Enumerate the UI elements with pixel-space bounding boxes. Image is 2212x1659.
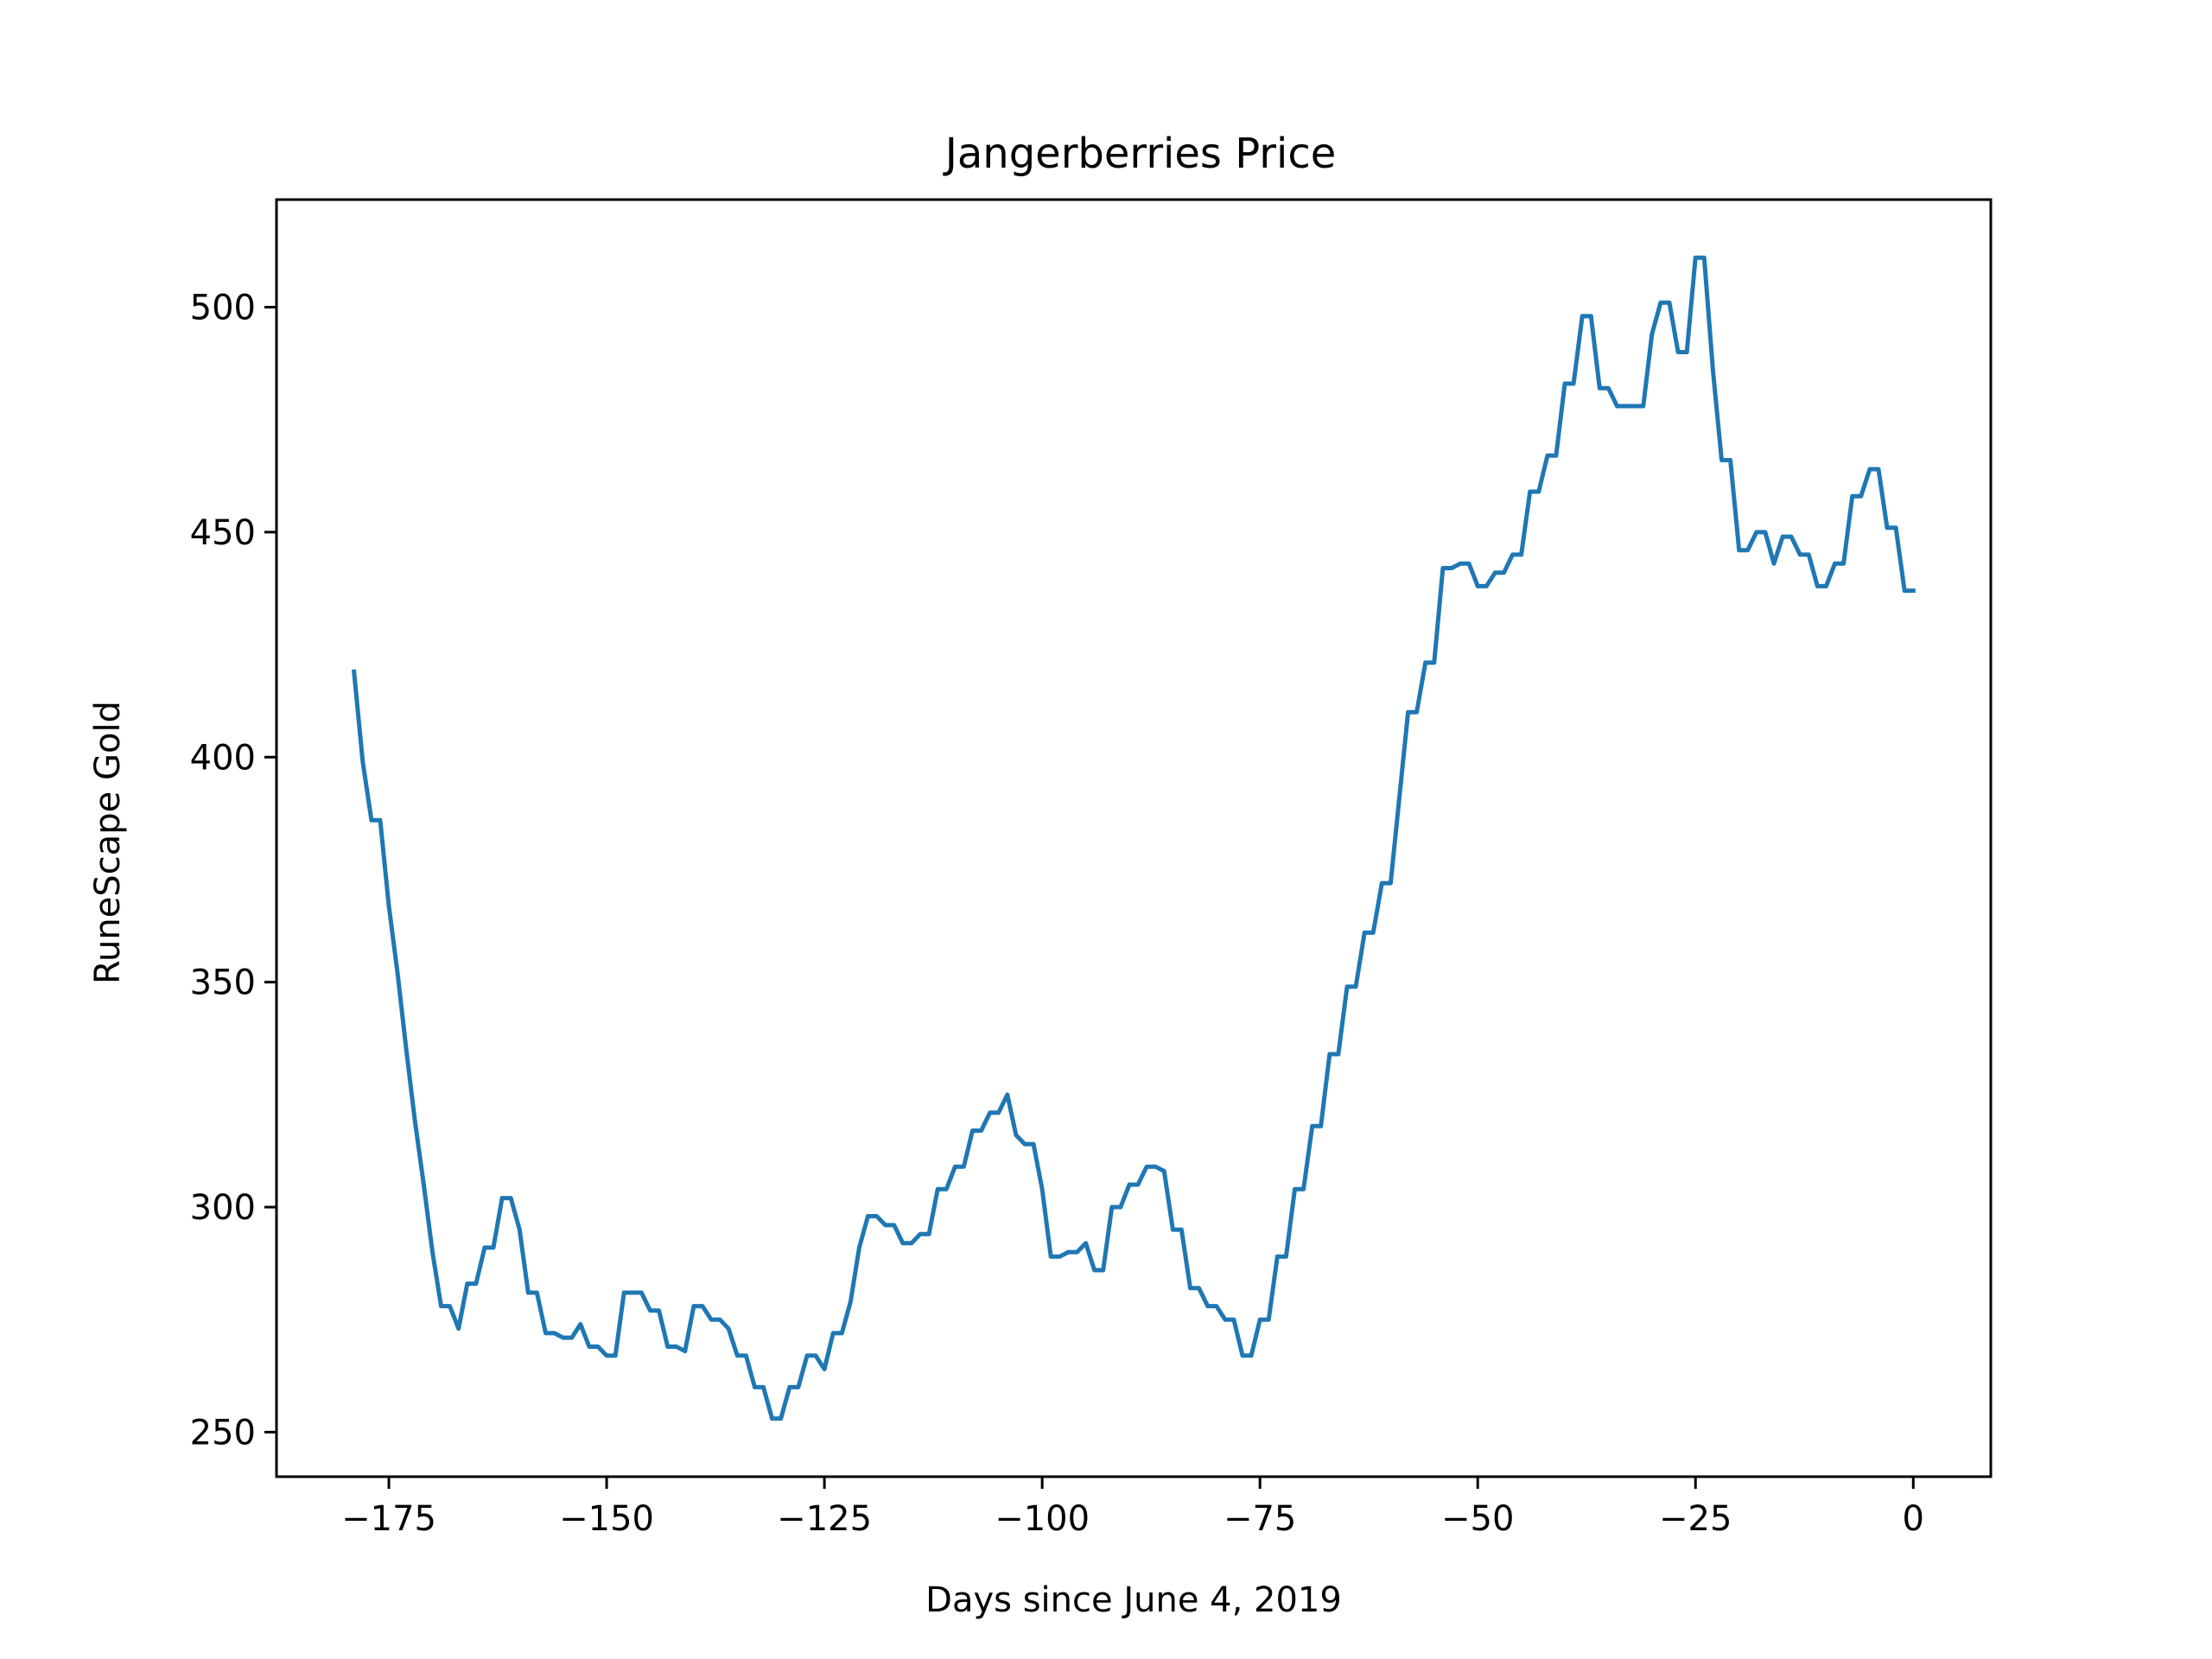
y-tick-label: 450 — [190, 513, 256, 553]
x-axis: −175 −150 −125 −100 −75 −50 −25 0 — [341, 1477, 1924, 1539]
y-axis: 250 300 350 400 450 500 — [190, 288, 276, 1452]
y-tick-label: 350 — [190, 963, 256, 1003]
x-tick-label: 0 — [1903, 1499, 1924, 1539]
plot-frame — [275, 198, 1993, 1478]
x-tick-label: −125 — [777, 1499, 872, 1539]
y-tick-label: 500 — [190, 288, 256, 327]
x-tick-label: −150 — [559, 1499, 654, 1539]
price-series-line — [351, 255, 1916, 1421]
x-tick-label: −100 — [995, 1499, 1090, 1539]
x-tick-label: −50 — [1441, 1499, 1514, 1539]
y-tick-label: 300 — [190, 1188, 256, 1228]
x-tick-label: −75 — [1224, 1499, 1296, 1539]
chart-title: Jangerberries Price — [943, 130, 1337, 178]
x-tick-label: −25 — [1659, 1499, 1732, 1539]
x-tick-label: −175 — [341, 1499, 436, 1539]
y-tick-label: 250 — [190, 1413, 256, 1452]
y-tick-label: 400 — [190, 738, 256, 778]
y-axis-label: RuneScape Gold — [88, 701, 128, 984]
x-axis-label: Days since June 4, 2019 — [925, 1580, 1342, 1620]
plot-area — [351, 255, 1916, 1421]
